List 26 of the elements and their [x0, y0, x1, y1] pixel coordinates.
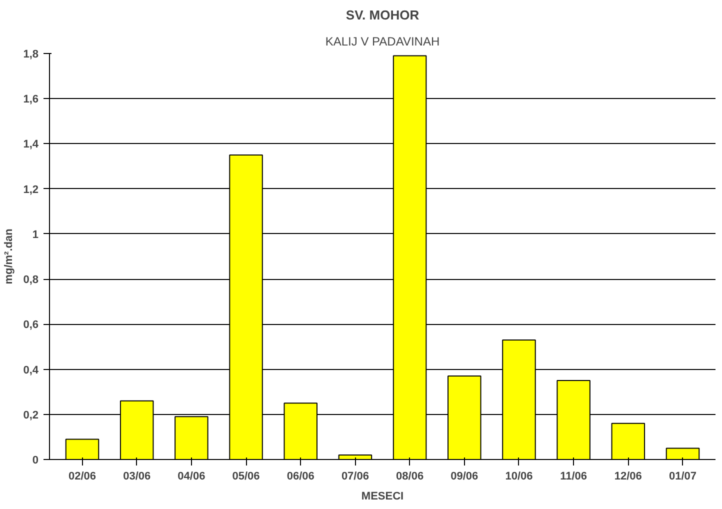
- y-tick-label: 0,8: [23, 274, 39, 286]
- y-axis-title: mg/m².dan: [3, 228, 16, 284]
- x-tick-label: 06/06: [286, 470, 314, 482]
- y-tick-label: 0,6: [23, 319, 39, 332]
- x-tick-label: 05/06: [232, 470, 260, 482]
- x-tick-label: 01/07: [668, 470, 697, 482]
- y-tick-label: 1,4: [23, 138, 40, 151]
- x-tick-label: 04/06: [178, 470, 206, 482]
- chart-subtitle: KALIJ V PADAVINAH: [325, 34, 440, 48]
- x-tick-label: 07/06: [341, 470, 369, 482]
- x-axis-title: MESECI: [361, 490, 404, 502]
- chart-title: SV. MOHOR: [346, 8, 420, 22]
- y-tick-label: 0: [32, 454, 39, 466]
- x-tick-label: 03/06: [123, 470, 151, 482]
- x-tick-label: 08/06: [396, 470, 424, 482]
- y-tick-label: 0,4: [23, 364, 40, 376]
- x-tick-label: 10/06: [505, 470, 533, 482]
- y-tick-label: 0,2: [23, 409, 39, 422]
- x-tick-label: 09/06: [450, 470, 478, 482]
- x-tick-label: 12/06: [614, 470, 642, 482]
- y-tick-label: 1: [32, 228, 39, 241]
- y-tick-label: 1,2: [23, 184, 39, 196]
- y-tick-label: 1,6: [23, 94, 39, 106]
- x-tick-label: 02/06: [68, 470, 96, 482]
- y-tick-label: 1,8: [23, 48, 39, 60]
- x-tick-label: 11/06: [560, 470, 588, 482]
